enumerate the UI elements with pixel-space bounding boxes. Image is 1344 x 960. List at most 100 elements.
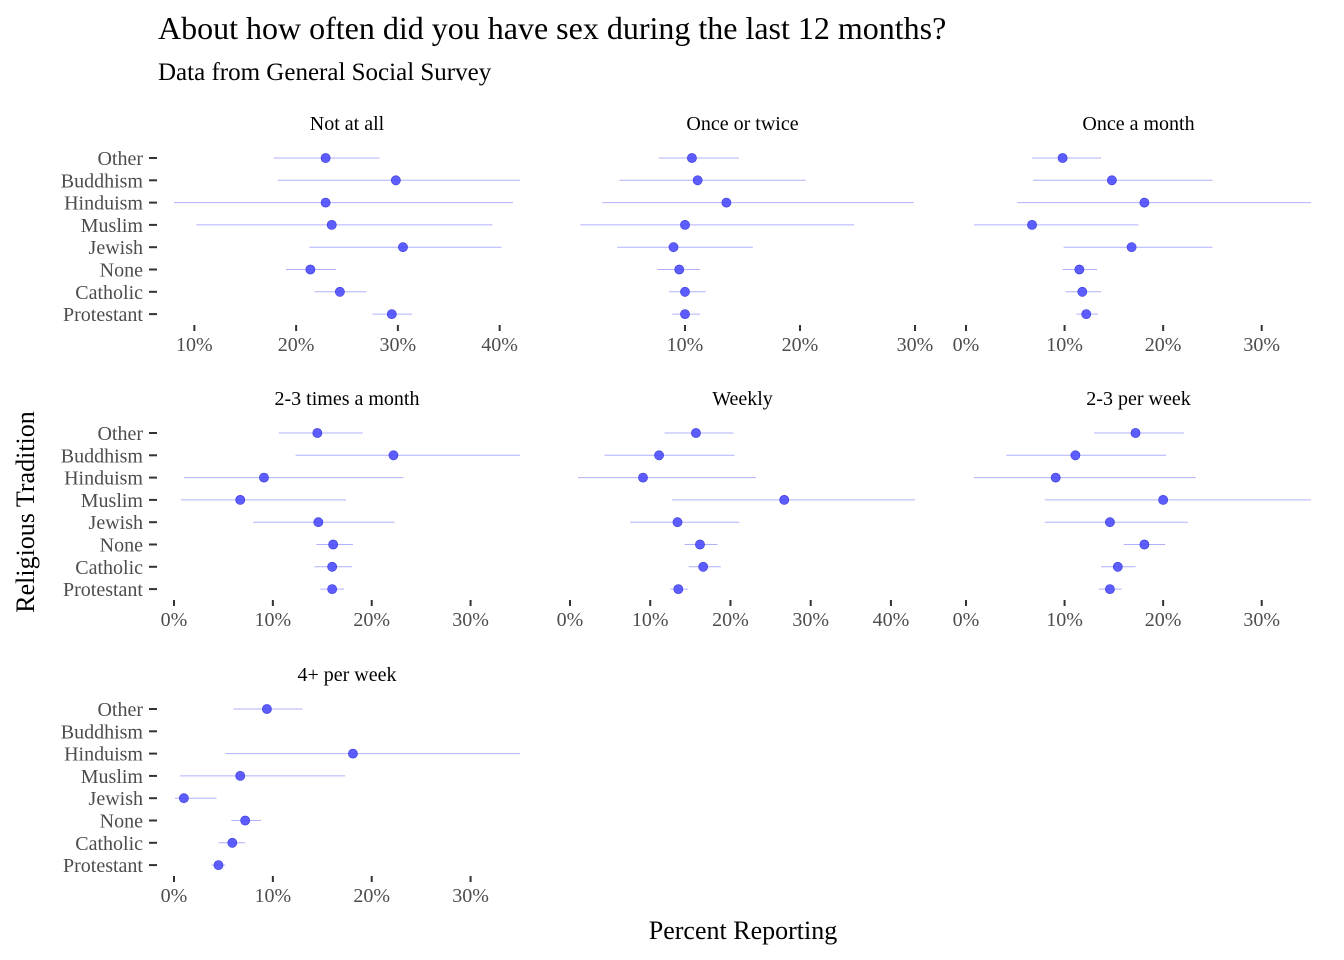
point-jewish — [1126, 242, 1137, 253]
point-hinduism — [1050, 472, 1061, 483]
chart-subtitle: Data from General Social Survey — [158, 59, 492, 86]
point-none — [695, 539, 705, 550]
x-tick-label: 10% — [255, 885, 292, 907]
point-buddhism — [654, 450, 664, 461]
panel-strip-label: 4+ per week — [297, 664, 396, 686]
point-jewish — [313, 517, 324, 528]
x-tick-label: 10% — [667, 334, 704, 356]
x-tick-label: 0% — [953, 334, 980, 356]
y-tick-label-protestant: Protestant — [63, 304, 143, 326]
x-tick-label: 20% — [1145, 609, 1182, 631]
point-jewish — [398, 242, 408, 253]
point-buddhism — [390, 175, 401, 186]
x-tick-label: 30% — [1243, 609, 1280, 631]
point-catholic — [698, 561, 709, 572]
point-muslim — [235, 771, 246, 781]
panel-2-3-per-week: 2-3 per week 0% 10% 20% 30% — [953, 388, 1311, 631]
x-tick-label: 20% — [1145, 334, 1182, 356]
point-catholic — [334, 286, 345, 297]
x-tick-label: 0% — [161, 609, 188, 631]
x-tick-label: 0% — [161, 885, 188, 907]
point-hinduism — [320, 197, 331, 208]
y-tick-label-none: None — [100, 260, 143, 282]
y-tick-label-other: Other — [97, 699, 143, 721]
point-other — [691, 428, 701, 438]
panel-strip-label: Once a month — [1082, 113, 1194, 135]
point-other — [1057, 153, 1068, 163]
point-protestant — [673, 584, 684, 594]
y-tick-label-buddhism: Buddhism — [61, 445, 144, 467]
x-tick-label: 30% — [1243, 334, 1280, 356]
panel-strip-label: Not at all — [310, 113, 385, 135]
point-none — [328, 539, 339, 550]
point-other — [320, 153, 331, 163]
panel-once-a-month: Once a month 0% 10% 20% 30% — [953, 113, 1311, 356]
x-tick-label: 30% — [452, 885, 489, 907]
point-protestant — [1105, 584, 1115, 594]
x-tick-label: 40% — [873, 609, 910, 631]
panel-weekly: Weekly 0% 10% 20% 30% 40% — [557, 388, 915, 631]
point-hinduism — [721, 197, 732, 208]
y-tick-label-jewish: Jewish — [89, 788, 143, 810]
point-hinduism — [348, 748, 358, 759]
y-tick-label-muslim: Muslim — [81, 490, 144, 512]
y-tick-label-buddhism: Buddhism — [61, 721, 144, 743]
point-hinduism — [1139, 197, 1150, 208]
y-tick-label-jewish: Jewish — [89, 237, 143, 259]
panel-strip-label: 2-3 times a month — [275, 388, 420, 410]
point-jewish — [668, 242, 679, 253]
x-tick-label: 20% — [712, 609, 749, 631]
panel-strip-label: Weekly — [712, 388, 773, 410]
y-tick-label-protestant: Protestant — [63, 579, 143, 601]
point-buddhism — [692, 175, 703, 186]
panel-4-per-week: 4+ per week OtherBuddhismHinduismMuslimJe… — [61, 664, 520, 907]
point-protestant — [1081, 309, 1092, 319]
y-tick-label-catholic: Catholic — [75, 282, 143, 304]
point-other — [1130, 428, 1141, 438]
point-none — [674, 264, 685, 275]
x-tick-label: 10% — [1046, 609, 1083, 631]
point-none — [305, 264, 316, 275]
panel-strip-label: Once or twice — [686, 113, 798, 135]
point-catholic — [327, 561, 338, 572]
point-muslim — [680, 219, 690, 230]
x-tick-label: 30% — [452, 609, 489, 631]
point-buddhism — [1070, 450, 1081, 461]
y-tick-label-none: None — [100, 535, 143, 557]
point-none — [1074, 264, 1085, 275]
panel-once-or-twice: Once or twice 10% 20% 30% — [580, 113, 933, 356]
point-none — [1139, 539, 1150, 550]
x-tick-label: 20% — [353, 885, 390, 907]
x-tick-label: 30% — [380, 334, 417, 356]
x-axis-title: Percent Reporting — [649, 916, 837, 945]
point-other — [687, 153, 697, 163]
panel-strip-label: 2-3 per week — [1086, 388, 1190, 410]
point-jewish — [1105, 517, 1115, 528]
x-tick-label: 10% — [1046, 334, 1083, 356]
point-hinduism — [638, 472, 648, 483]
point-none — [240, 815, 251, 826]
point-jewish — [672, 517, 683, 528]
point-other — [262, 704, 272, 714]
x-tick-label: 30% — [792, 609, 829, 631]
point-other — [312, 428, 323, 438]
point-muslim — [1027, 219, 1037, 230]
x-tick-label: 10% — [255, 609, 292, 631]
panel-not-at-all: Not at all OtherBuddhismHinduismMuslimJew… — [61, 113, 520, 356]
x-tick-label: 20% — [353, 609, 390, 631]
point-catholic — [1077, 286, 1088, 297]
y-tick-label-other: Other — [97, 423, 143, 445]
x-tick-label: 40% — [481, 334, 518, 356]
chart-title: About how often did you have sex during … — [158, 10, 946, 46]
y-tick-label-muslim: Muslim — [81, 766, 144, 788]
x-tick-label: 10% — [176, 334, 213, 356]
y-tick-label-jewish: Jewish — [89, 512, 143, 534]
y-tick-label-hinduism: Hinduism — [64, 193, 143, 215]
y-tick-label-muslim: Muslim — [81, 215, 144, 237]
x-tick-label: 20% — [278, 334, 315, 356]
y-tick-label-buddhism: Buddhism — [61, 170, 144, 192]
y-tick-label-protestant: Protestant — [63, 855, 143, 877]
y-tick-label-catholic: Catholic — [75, 833, 143, 855]
x-tick-label: 30% — [897, 334, 934, 356]
